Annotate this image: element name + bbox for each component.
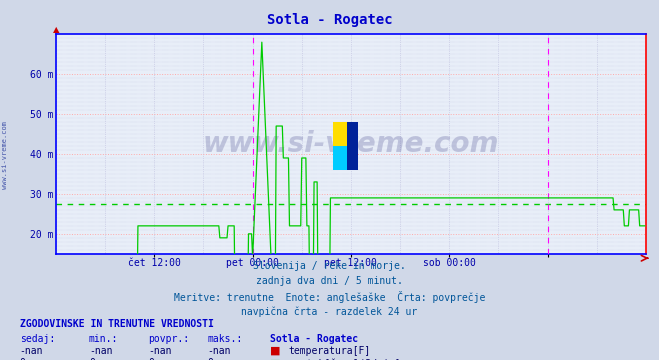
Text: temperatura[F]: temperatura[F]: [289, 346, 371, 356]
Text: pretok[čevelj3/min]: pretok[čevelj3/min]: [289, 358, 400, 360]
Text: min.:: min.:: [89, 334, 119, 344]
Text: -nan: -nan: [89, 346, 113, 356]
Bar: [347, 122, 358, 170]
Text: povpr.:: povpr.:: [148, 334, 189, 344]
Text: Slovenija / reke in morje.: Slovenija / reke in morje.: [253, 261, 406, 271]
Text: maks.:: maks.:: [208, 334, 243, 344]
Text: www.si-vreme.com: www.si-vreme.com: [2, 121, 9, 189]
Text: -nan: -nan: [20, 346, 43, 356]
Text: -nan: -nan: [148, 346, 172, 356]
Text: Meritve: trenutne  Enote: anglešaške  Črta: povprečje: Meritve: trenutne Enote: anglešaške Črta…: [174, 291, 485, 303]
Text: ■: ■: [270, 346, 281, 356]
Text: ZGODOVINSKE IN TRENUTNE VREDNOSTI: ZGODOVINSKE IN TRENUTNE VREDNOSTI: [20, 319, 214, 329]
Text: 0: 0: [20, 358, 26, 360]
Text: Sotla - Rogatec: Sotla - Rogatec: [270, 334, 358, 344]
Text: 0: 0: [208, 358, 214, 360]
Text: navpična črta - razdelek 24 ur: navpična črta - razdelek 24 ur: [241, 306, 418, 317]
Text: Sotla - Rogatec: Sotla - Rogatec: [267, 13, 392, 27]
Text: 0: 0: [89, 358, 95, 360]
Text: sedaj:: sedaj:: [20, 334, 55, 344]
Text: -nan: -nan: [208, 346, 231, 356]
Text: ▲: ▲: [53, 25, 59, 34]
Text: ■: ■: [270, 358, 281, 360]
Text: www.si-vreme.com: www.si-vreme.com: [203, 130, 499, 158]
Bar: [333, 122, 347, 146]
Text: 0: 0: [148, 358, 154, 360]
Bar: [333, 146, 347, 170]
Text: zadnja dva dni / 5 minut.: zadnja dva dni / 5 minut.: [256, 276, 403, 286]
